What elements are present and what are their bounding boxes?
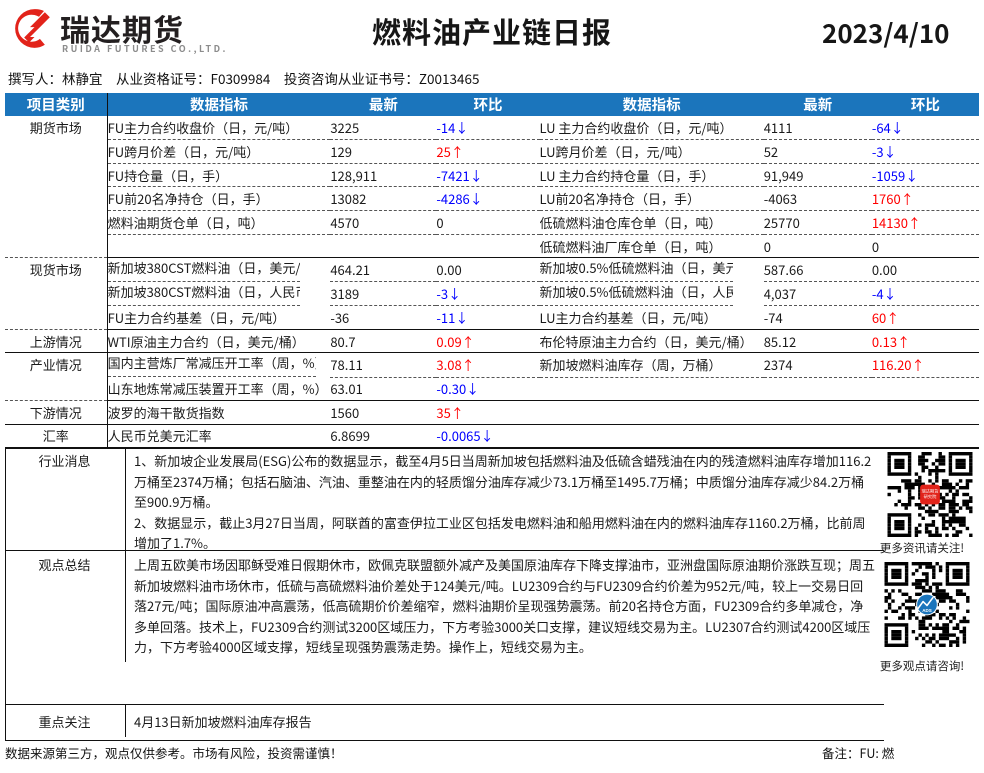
svg-text:研究院: 研究院 (924, 493, 938, 500)
svg-text:ADS: ADS (922, 608, 932, 613)
